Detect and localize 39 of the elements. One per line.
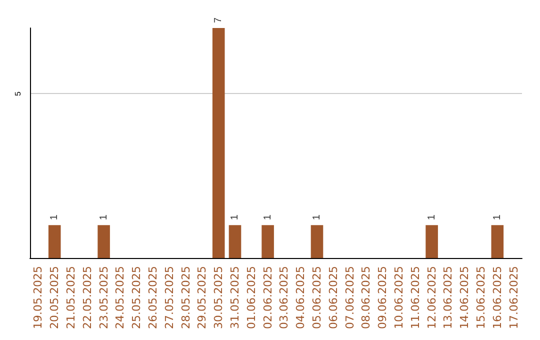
x-tick-label: 05.06.2025 (310, 266, 324, 330)
x-tick-label: 03.06.2025 (278, 266, 291, 330)
data-label: 1 (262, 214, 274, 220)
data-label: 1 (230, 214, 240, 220)
x-tick-label: 01.06.2025 (244, 266, 258, 330)
x-tick-label: 11.06.2025 (408, 266, 422, 330)
x-tick-label: 22.05.2025 (80, 266, 94, 330)
x-tick-label: 12.06.2025 (425, 266, 438, 330)
x-tick-label: 15.06.2025 (474, 266, 488, 330)
x-tick-label: 31.05.2025 (228, 266, 242, 330)
x-tick-label: 04.06.2025 (294, 266, 308, 330)
x-tick-label: 08.06.2025 (360, 266, 373, 330)
x-tick-label: 30.05.2025 (212, 266, 226, 330)
x-tick-label: 28.05.2025 (179, 266, 192, 330)
y-tick-label: 5 (14, 90, 22, 96)
x-tick-label: 25.05.2025 (130, 266, 144, 330)
data-label: 1 (98, 214, 110, 220)
x-tick-label: 23.05.2025 (97, 266, 110, 330)
data-label: 1 (426, 214, 438, 220)
x-tick-label: 24.05.2025 (114, 266, 127, 330)
x-tick-label: 02.06.2025 (261, 266, 274, 330)
x-tick-label: 17.06.2025 (507, 266, 520, 330)
x-tick-label: 09.06.2025 (376, 266, 390, 330)
data-label: 1 (492, 214, 503, 220)
x-tick-label: 06.06.2025 (326, 266, 340, 330)
x-tick-label: 14.06.2025 (458, 266, 472, 330)
data-label: 7 (213, 17, 224, 23)
x-tick-label: 20.05.2025 (48, 266, 62, 330)
data-label: 1 (312, 214, 322, 220)
x-tick-label: 13.06.2025 (442, 266, 455, 330)
x-tick-label: 29.05.2025 (196, 266, 209, 330)
x-tick-label: 16.06.2025 (490, 266, 504, 330)
x-tick-label: 21.05.2025 (64, 266, 78, 330)
x-tick-label: 26.05.2025 (146, 266, 160, 330)
x-tick-label: 19.05.2025 (32, 266, 45, 330)
data-label: 1 (49, 214, 60, 220)
x-tick-label: 07.06.2025 (343, 266, 356, 330)
x-tick-label: 10.06.2025 (392, 266, 406, 330)
x-tick-label: 27.05.2025 (162, 266, 176, 330)
